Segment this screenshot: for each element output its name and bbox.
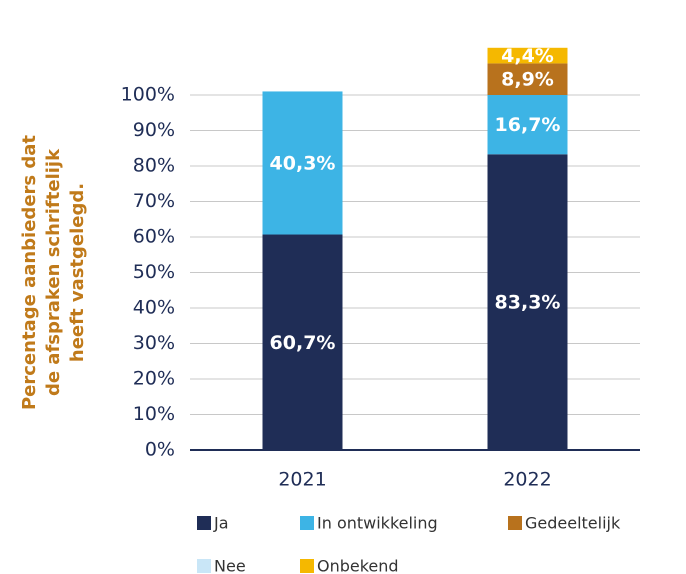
y-axis-label-line: heeft vastgelegd. [67, 183, 88, 362]
y-axis-label: Percentage aanbieders dat de afspraken sc… [19, 135, 88, 410]
y-tick-label: 100% [121, 84, 175, 106]
x-tick-label: 2022 [503, 469, 551, 491]
y-tick-label: 10% [133, 403, 175, 425]
legend-label: Nee [214, 557, 246, 574]
y-tick-label: 0% [145, 439, 175, 461]
y-tick-label: 30% [133, 332, 175, 354]
y-tick-label: 20% [133, 368, 175, 390]
y-tick-label: 60% [133, 226, 175, 248]
y-axis-label-line: de afspraken schriftelijk [43, 148, 64, 396]
legend-label: Onbekend [317, 557, 399, 574]
y-tick-label: 80% [133, 155, 175, 177]
value-label: 16,7% [495, 114, 561, 136]
bar-segment [262, 91, 343, 235]
legend-swatch [300, 559, 314, 573]
y-tick-label: 70% [133, 190, 175, 212]
bar-segment [487, 154, 568, 450]
legend-swatch [300, 516, 314, 530]
y-tick-label: 40% [133, 297, 175, 319]
x-tick-label: 2021 [278, 469, 326, 491]
bar-segment [487, 95, 568, 155]
legend-label: Ja [213, 514, 229, 533]
legend-swatch [197, 559, 211, 573]
bar-segment [262, 234, 343, 450]
legend-swatch [508, 516, 522, 530]
value-label: 60,7% [270, 332, 336, 354]
value-label: 40,3% [270, 152, 336, 174]
y-axis-label-line: Percentage aanbieders dat [19, 135, 40, 410]
y-tick-label: 90% [133, 119, 175, 141]
bar-segment [487, 47, 568, 64]
value-label: 4,4% [501, 45, 554, 67]
bar-segment [487, 63, 568, 95]
value-label: 83,3% [495, 292, 561, 314]
legend-label: Gedeeltelijk [525, 514, 621, 533]
value-label: 8,9% [501, 69, 554, 91]
legend-label: In ontwikkeling [317, 514, 438, 533]
legend-swatch [197, 516, 211, 530]
y-tick-label: 50% [133, 261, 175, 283]
